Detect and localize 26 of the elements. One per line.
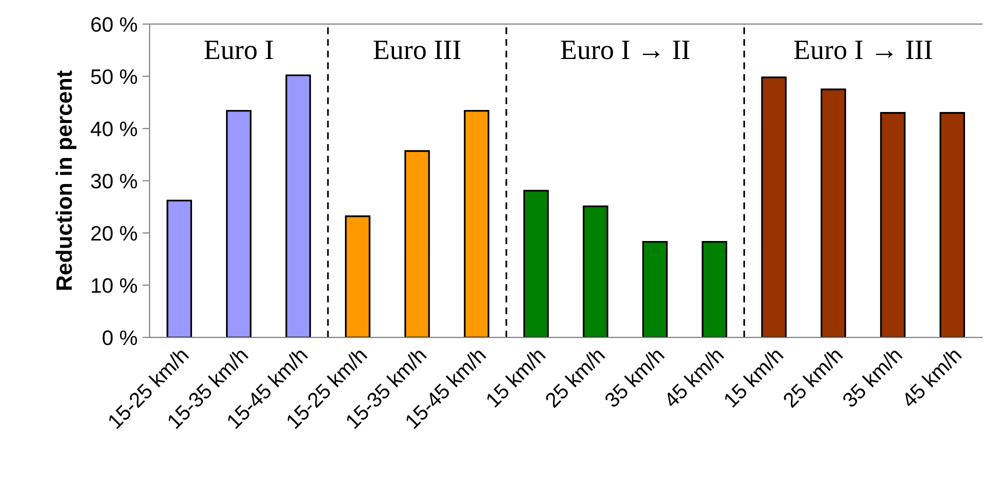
bar [761,76,787,338]
y-axis-title: Reduction in percent [56,70,76,290]
y-tick-label: 10 % [92,278,138,293]
bar [702,241,728,338]
annotation: Euro III [374,40,461,60]
y-tick-label: 30 % [91,174,138,189]
y-tick-label: 50 % [91,69,138,84]
bar [582,206,608,338]
y-tick-label: 20 % [91,226,138,241]
y-tick-label: 40 % [90,122,138,136]
bar [344,215,370,338]
bar [820,88,846,338]
y-tick-label: 60 % [91,17,138,32]
bar [940,112,966,338]
annotation: Euro I → II [560,40,690,60]
bar [226,110,252,338]
bar [166,200,192,338]
annotation: Euro I → III [794,40,932,60]
bar [285,74,311,338]
bar [404,150,430,338]
bar [523,190,549,338]
bar [880,112,906,338]
annotation: Euro I [204,40,273,60]
bar [464,110,490,338]
y-tick-label: 0 % [102,330,138,346]
bar [642,241,668,338]
